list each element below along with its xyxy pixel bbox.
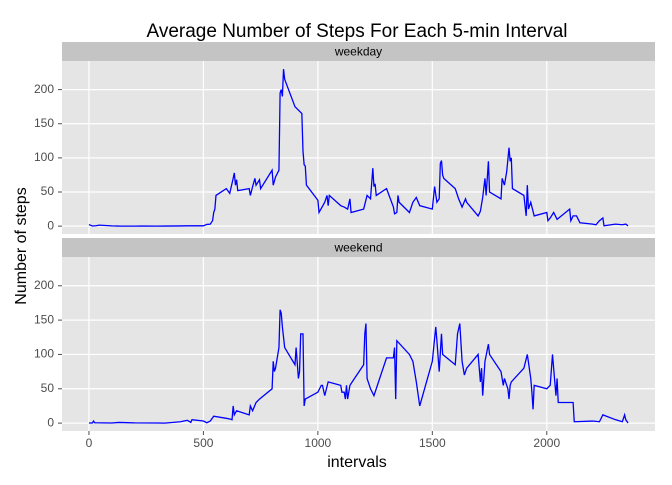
data-line — [88, 309, 629, 424]
y-tick-label: 200 — [34, 82, 54, 96]
y-tick-label: 50 — [41, 184, 55, 198]
strip — [62, 238, 655, 257]
y-tick-label: 150 — [34, 312, 54, 326]
panel-background — [62, 257, 655, 431]
x-axis-label: intervals — [327, 454, 387, 471]
x-tick-label: 1000 — [305, 436, 332, 450]
y-tick-label: 100 — [34, 150, 54, 164]
y-tick-label: 100 — [34, 347, 54, 361]
y-tick-label: 50 — [41, 381, 55, 395]
x-tick-label: 1500 — [419, 436, 446, 450]
strip-label: weekday — [334, 45, 382, 59]
x-tick-label: 2000 — [533, 436, 560, 450]
y-tick-label: 0 — [47, 415, 54, 429]
x-tick-label: 500 — [193, 436, 213, 450]
strip — [62, 42, 655, 61]
y-axis-label: Number of steps — [13, 187, 30, 304]
y-tick-label: 200 — [34, 278, 54, 292]
data-line — [88, 69, 629, 227]
panel-background — [62, 61, 655, 234]
x-tick-label: 0 — [86, 436, 93, 450]
y-tick-label: 150 — [34, 116, 54, 130]
y-tick-label: 0 — [47, 218, 54, 232]
strip-label: weekend — [333, 241, 382, 255]
chart-title: Average Number of Steps For Each 5-min I… — [146, 21, 567, 42]
